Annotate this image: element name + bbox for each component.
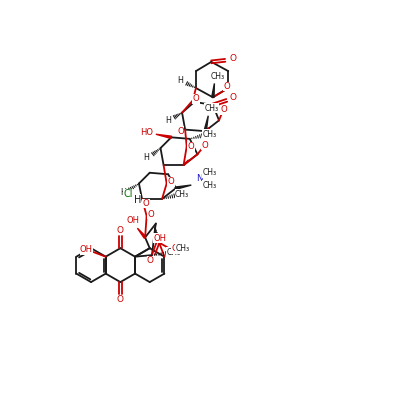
Text: OH: OH	[80, 245, 93, 254]
Text: CH₃: CH₃	[166, 248, 181, 256]
Text: H: H	[165, 116, 171, 125]
Text: CH₃: CH₃	[176, 244, 190, 254]
Polygon shape	[138, 228, 146, 238]
Text: N: N	[196, 174, 202, 183]
Text: O: O	[117, 226, 124, 235]
Text: O: O	[142, 199, 149, 208]
Text: O: O	[192, 94, 199, 103]
Text: O: O	[168, 178, 175, 186]
Polygon shape	[204, 116, 208, 131]
Text: O: O	[177, 127, 184, 136]
Text: CH₃: CH₃	[175, 190, 189, 199]
Text: O: O	[223, 82, 230, 91]
Polygon shape	[176, 185, 191, 189]
Text: H: H	[134, 195, 141, 205]
Text: CH₃: CH₃	[203, 168, 217, 177]
Text: O: O	[220, 105, 227, 114]
Text: O: O	[172, 244, 178, 254]
Text: OH: OH	[153, 234, 166, 243]
Text: O: O	[188, 142, 195, 151]
Text: O: O	[229, 54, 236, 63]
Text: O: O	[229, 93, 236, 102]
Text: CH₃: CH₃	[210, 72, 224, 81]
Text: OH: OH	[126, 216, 139, 225]
Text: H: H	[121, 188, 126, 197]
Text: H: H	[178, 76, 184, 85]
Text: O: O	[147, 210, 154, 219]
Text: CH₃: CH₃	[204, 104, 218, 112]
Text: CH₃: CH₃	[203, 130, 217, 139]
Text: O: O	[117, 295, 124, 304]
Text: CH₃: CH₃	[203, 180, 217, 190]
Text: HO: HO	[140, 128, 153, 137]
Text: O: O	[147, 256, 154, 265]
Text: O: O	[202, 140, 208, 150]
Polygon shape	[212, 84, 214, 98]
Polygon shape	[156, 134, 172, 138]
Text: Cl: Cl	[123, 189, 133, 199]
Text: H: H	[144, 153, 150, 162]
